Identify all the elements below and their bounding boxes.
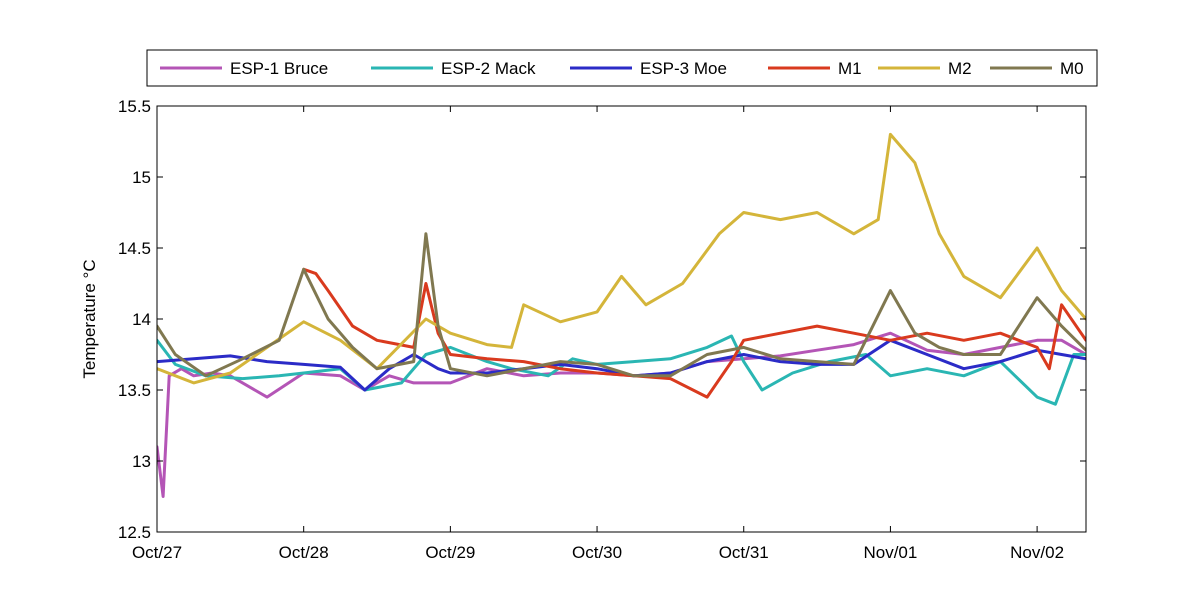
- y-tick-label: 15.5: [118, 97, 151, 116]
- x-axis: Oct/27 Oct/28 Oct/29 Oct/30 Oct/31 Nov/01 Nov/…: [132, 106, 1064, 562]
- y-tick-label: 14.5: [118, 239, 151, 258]
- series-line-esp-2-mack: [157, 334, 1086, 406]
- x-tick-label: Oct/29: [425, 543, 475, 562]
- series-line-esp-3-moe: [157, 338, 1086, 392]
- legend-entry: M1: [768, 59, 862, 78]
- legend-entry: M2: [878, 59, 972, 78]
- legend-label: M1: [838, 59, 862, 78]
- legend-entry: ESP-3 Moe: [570, 59, 727, 78]
- y-tick-label: 13.5: [118, 381, 151, 400]
- legend-items: ESP-1 Bruce ESP-2 Mack ESP-3 Moe M1 M2 M0: [160, 59, 1084, 78]
- legend-entry: ESP-2 Mack: [371, 59, 536, 78]
- legend-label: M2: [948, 59, 972, 78]
- legend-label: ESP-1 Bruce: [230, 59, 328, 78]
- y-tick-label: 15: [132, 168, 151, 187]
- series-line-m2: [157, 132, 1086, 385]
- y-axis-label: Temperature °C: [80, 259, 99, 378]
- x-tick-label: Oct/28: [279, 543, 329, 562]
- legend-entry: M0: [990, 59, 1084, 78]
- y-axis: 12.5 13 13.5 14 14.5 15 15.5: [118, 97, 1086, 542]
- x-tick-label: Oct/27: [132, 543, 182, 562]
- legend-label: M0: [1060, 59, 1084, 78]
- x-tick-label: Nov/01: [863, 543, 917, 562]
- y-tick-label: 14: [132, 310, 151, 329]
- series-line-m0: [157, 232, 1086, 378]
- x-tick-label: Oct/30: [572, 543, 622, 562]
- legend-label: ESP-3 Moe: [640, 59, 727, 78]
- y-tick-label: 13: [132, 452, 151, 471]
- x-tick-label: Oct/31: [719, 543, 769, 562]
- x-tick-label: Nov/02: [1010, 543, 1064, 562]
- legend-label: ESP-2 Mack: [441, 59, 536, 78]
- legend-entry: ESP-1 Bruce: [160, 59, 328, 78]
- series-layer: [157, 132, 1086, 498]
- plot-area-box: [157, 106, 1086, 532]
- legend: ESP-1 Bruce ESP-2 Mack ESP-3 Moe M1 M2 M0: [146, 49, 1098, 87]
- y-tick-label: 12.5: [118, 523, 151, 542]
